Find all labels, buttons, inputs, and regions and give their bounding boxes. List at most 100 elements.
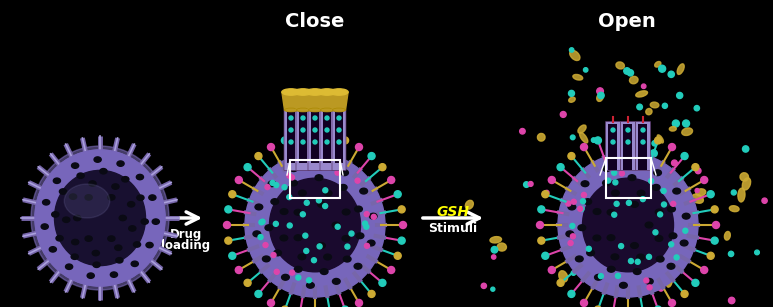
Ellipse shape <box>56 235 63 241</box>
Ellipse shape <box>654 170 662 176</box>
Circle shape <box>649 178 654 184</box>
Ellipse shape <box>100 169 107 174</box>
Circle shape <box>568 241 573 246</box>
Ellipse shape <box>354 263 362 269</box>
Circle shape <box>342 306 349 307</box>
Ellipse shape <box>281 274 289 280</box>
Circle shape <box>611 212 617 217</box>
Circle shape <box>661 188 666 193</box>
FancyBboxPatch shape <box>635 122 651 170</box>
Ellipse shape <box>116 258 123 263</box>
Circle shape <box>711 237 718 244</box>
Circle shape <box>581 199 585 204</box>
Ellipse shape <box>559 271 567 282</box>
Circle shape <box>296 133 303 140</box>
Circle shape <box>379 164 386 171</box>
Bar <box>606 158 651 198</box>
Circle shape <box>570 223 575 228</box>
Ellipse shape <box>655 235 662 241</box>
Circle shape <box>313 116 317 120</box>
Circle shape <box>259 220 264 225</box>
Ellipse shape <box>321 108 333 112</box>
Circle shape <box>611 140 615 144</box>
Ellipse shape <box>631 202 638 207</box>
Ellipse shape <box>628 162 636 168</box>
Circle shape <box>394 191 401 198</box>
Ellipse shape <box>583 178 673 272</box>
Ellipse shape <box>282 89 300 95</box>
Circle shape <box>568 153 575 160</box>
Circle shape <box>637 104 642 110</box>
Ellipse shape <box>271 199 278 204</box>
Circle shape <box>669 242 674 247</box>
Circle shape <box>577 206 583 211</box>
Ellipse shape <box>114 245 122 251</box>
Circle shape <box>584 68 588 72</box>
Ellipse shape <box>307 282 315 288</box>
Circle shape <box>695 168 701 174</box>
Circle shape <box>491 287 495 291</box>
Ellipse shape <box>141 219 148 224</box>
Bar <box>323 112 331 163</box>
Circle shape <box>258 235 263 239</box>
Ellipse shape <box>72 239 79 245</box>
Circle shape <box>337 128 341 132</box>
Ellipse shape <box>616 62 625 69</box>
Circle shape <box>364 224 369 229</box>
Circle shape <box>542 252 549 259</box>
Circle shape <box>265 185 270 189</box>
Ellipse shape <box>655 61 661 67</box>
Circle shape <box>296 275 301 280</box>
Ellipse shape <box>645 222 653 228</box>
Circle shape <box>335 224 340 229</box>
Circle shape <box>223 221 230 228</box>
Circle shape <box>519 129 525 134</box>
Ellipse shape <box>558 153 698 297</box>
Circle shape <box>235 177 242 184</box>
Circle shape <box>282 185 287 190</box>
Circle shape <box>364 243 369 248</box>
Circle shape <box>707 252 714 259</box>
Ellipse shape <box>31 146 169 290</box>
Ellipse shape <box>356 233 364 239</box>
Circle shape <box>568 90 574 96</box>
Ellipse shape <box>85 195 92 200</box>
Ellipse shape <box>137 195 144 200</box>
Circle shape <box>683 228 688 233</box>
Ellipse shape <box>360 188 367 194</box>
Ellipse shape <box>298 190 306 196</box>
Ellipse shape <box>629 76 638 84</box>
Polygon shape <box>306 92 324 110</box>
Ellipse shape <box>573 75 583 80</box>
Circle shape <box>644 278 649 283</box>
Circle shape <box>388 177 395 184</box>
Ellipse shape <box>35 150 165 286</box>
Circle shape <box>371 214 376 220</box>
Ellipse shape <box>274 250 281 256</box>
Circle shape <box>627 70 634 76</box>
Circle shape <box>492 255 495 259</box>
Circle shape <box>557 164 564 171</box>
Circle shape <box>225 206 232 213</box>
Ellipse shape <box>245 153 385 297</box>
Circle shape <box>581 192 587 197</box>
Circle shape <box>325 140 329 144</box>
Ellipse shape <box>255 204 263 210</box>
Ellipse shape <box>594 274 602 280</box>
Circle shape <box>523 182 530 187</box>
Ellipse shape <box>669 126 676 131</box>
Circle shape <box>342 137 349 144</box>
Circle shape <box>290 270 295 275</box>
Ellipse shape <box>332 278 340 284</box>
Circle shape <box>398 237 405 244</box>
Text: GSH: GSH <box>437 205 469 219</box>
Ellipse shape <box>332 108 346 112</box>
Circle shape <box>692 279 699 286</box>
Text: loading: loading <box>162 239 210 252</box>
Bar <box>287 112 295 163</box>
Circle shape <box>646 254 652 259</box>
Ellipse shape <box>107 195 115 200</box>
Circle shape <box>611 170 617 175</box>
Ellipse shape <box>537 134 545 141</box>
Ellipse shape <box>603 166 611 172</box>
